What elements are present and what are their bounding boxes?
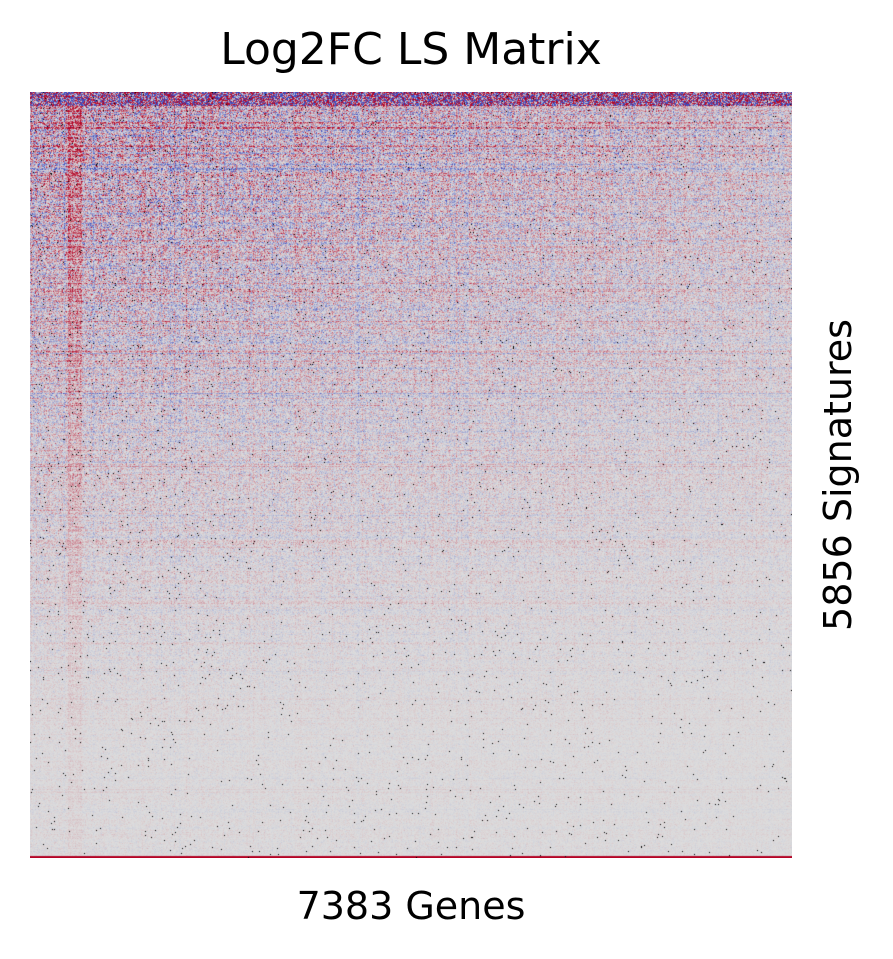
heatmap-cells [30,92,792,858]
x-axis-label: 7383 Genes [296,884,526,928]
heatmap-plot-area [30,92,792,858]
y-axis-label: 5856 Signatures [816,319,860,631]
chart-title: Log2FC LS Matrix [220,24,602,75]
